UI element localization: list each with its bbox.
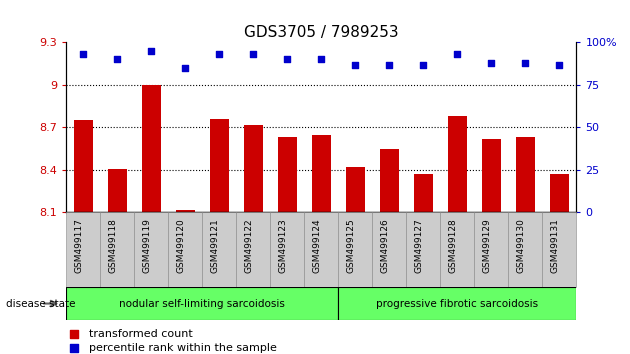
Bar — [312, 135, 331, 212]
Bar — [74, 120, 93, 212]
Text: GSM499120: GSM499120 — [176, 218, 185, 273]
Bar — [406, 212, 440, 287]
Bar — [270, 212, 304, 287]
Bar — [380, 149, 399, 212]
Text: progressive fibrotic sarcoidosis: progressive fibrotic sarcoidosis — [376, 298, 539, 309]
Bar — [66, 287, 338, 320]
Text: GSM499131: GSM499131 — [551, 218, 559, 273]
Bar — [100, 212, 134, 287]
Text: nodular self-limiting sarcoidosis: nodular self-limiting sarcoidosis — [119, 298, 285, 309]
Text: GSM499121: GSM499121 — [210, 218, 219, 273]
Text: GSM499128: GSM499128 — [449, 218, 457, 273]
Point — [180, 65, 190, 71]
Text: transformed count: transformed count — [89, 330, 193, 339]
Text: GSM499119: GSM499119 — [142, 218, 151, 273]
Text: GSM499117: GSM499117 — [74, 218, 83, 273]
Text: GSM499126: GSM499126 — [381, 218, 389, 273]
Text: GSM499129: GSM499129 — [483, 218, 491, 273]
Point — [282, 57, 292, 62]
Text: disease state: disease state — [6, 298, 76, 309]
Point — [316, 57, 326, 62]
Point — [520, 60, 530, 66]
Point — [418, 62, 428, 67]
Bar — [142, 85, 161, 212]
Text: GSM499127: GSM499127 — [415, 218, 423, 273]
Point — [452, 52, 462, 57]
Text: GSM499122: GSM499122 — [244, 218, 253, 273]
Bar — [244, 125, 263, 212]
Point — [146, 48, 156, 54]
Text: GSM499124: GSM499124 — [312, 218, 321, 273]
Point — [214, 52, 224, 57]
Title: GDS3705 / 7989253: GDS3705 / 7989253 — [244, 25, 399, 40]
Point — [319, 158, 329, 164]
Point — [350, 62, 360, 67]
Bar — [304, 212, 338, 287]
Point — [248, 52, 258, 57]
Bar — [448, 116, 467, 212]
Bar — [338, 287, 576, 320]
Bar — [66, 212, 100, 287]
Bar — [202, 212, 236, 287]
Text: GSM499125: GSM499125 — [346, 218, 355, 273]
Bar — [278, 137, 297, 212]
Bar — [542, 212, 576, 287]
Point — [78, 52, 88, 57]
Bar — [474, 212, 508, 287]
Bar — [372, 212, 406, 287]
Bar — [236, 212, 270, 287]
Bar — [168, 212, 202, 287]
Bar — [108, 169, 127, 212]
Bar — [550, 174, 569, 212]
Text: GSM499123: GSM499123 — [278, 218, 287, 273]
Bar — [134, 212, 168, 287]
Bar — [338, 212, 372, 287]
Point — [319, 281, 329, 287]
Bar — [210, 119, 229, 212]
Text: GSM499130: GSM499130 — [517, 218, 525, 273]
Point — [384, 62, 394, 67]
Bar — [346, 167, 365, 212]
Bar — [440, 212, 474, 287]
Bar — [176, 210, 195, 212]
Bar — [516, 137, 535, 212]
Bar — [508, 212, 542, 287]
Bar — [482, 139, 501, 212]
Text: percentile rank within the sample: percentile rank within the sample — [89, 343, 277, 353]
Text: GSM499118: GSM499118 — [108, 218, 117, 273]
Point — [554, 62, 564, 67]
Bar — [414, 174, 433, 212]
Point — [486, 60, 496, 66]
Point — [112, 57, 122, 62]
